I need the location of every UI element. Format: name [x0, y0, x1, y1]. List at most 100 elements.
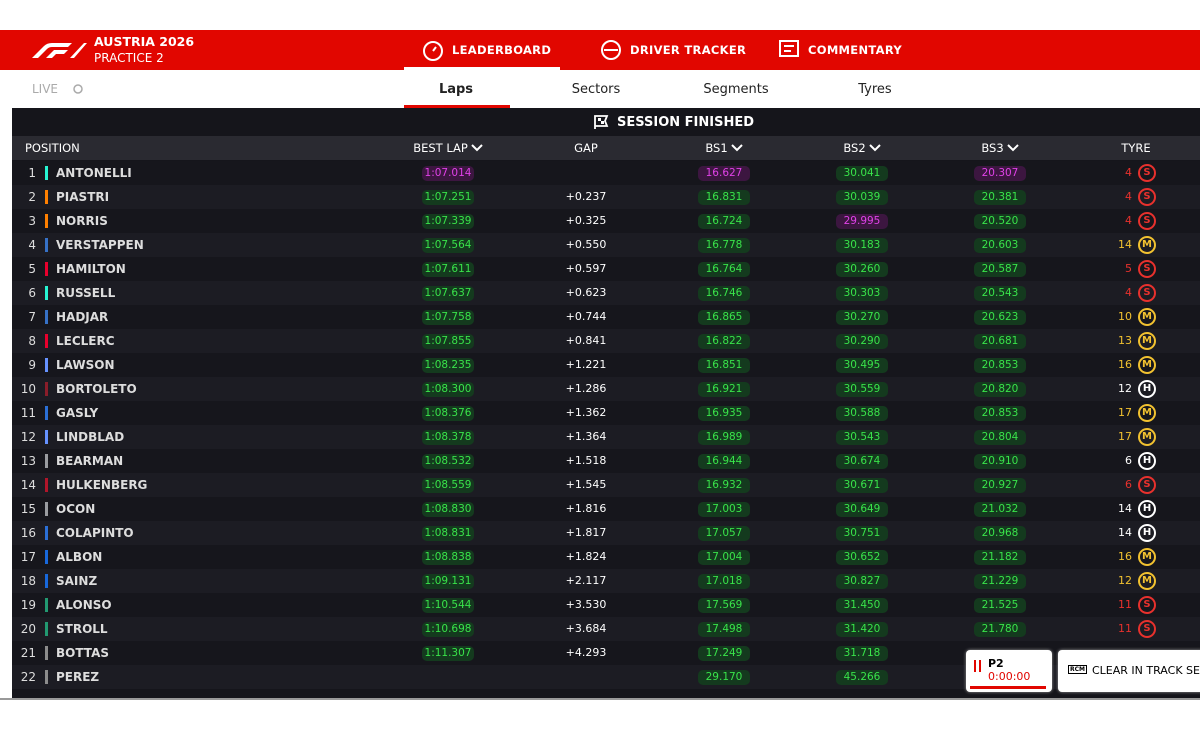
- best-lap: 1:08.838: [422, 549, 474, 565]
- column-header[interactable]: BEST LAP: [388, 136, 508, 160]
- bottom-edge: [0, 698, 1200, 700]
- tab[interactable]: LEADERBOARD: [452, 43, 552, 57]
- tyre-laps: 4: [1125, 286, 1132, 299]
- bs2: 30.751: [836, 525, 888, 541]
- table-row[interactable]: 13 BEARMAN 1:08.532 +1.518 16.944 30.674 20.91…: [12, 449, 1200, 473]
- bs3: 20.587: [974, 261, 1026, 277]
- bs2: 30.260: [836, 261, 888, 277]
- bs2: 30.041: [836, 165, 888, 181]
- driver-name: COLAPINTO: [56, 526, 134, 540]
- gap: +0.597: [565, 262, 607, 275]
- bs1: 16.989: [698, 429, 750, 445]
- table-row[interactable]: 20 STROLL 1:10.698 +3.684 17.498 31.420 21.780…: [12, 617, 1200, 641]
- team-color: [45, 454, 48, 468]
- race-control-card[interactable]: RCM CLEAR IN TRACK SECTOR: [1058, 650, 1200, 692]
- position: 5: [28, 262, 36, 276]
- active-indicator: [404, 67, 560, 70]
- gap: +2.117: [565, 574, 607, 587]
- sub-tab[interactable]: Sectors: [571, 82, 621, 97]
- driver-name: RUSSELL: [56, 286, 116, 300]
- tyre-laps: 4: [1125, 190, 1132, 203]
- table-row[interactable]: 12 LINDBLAD 1:08.378 +1.364 16.989 30.543 20.8…: [12, 425, 1200, 449]
- gap: +0.841: [565, 334, 607, 347]
- best-lap: 1:10.544: [422, 597, 474, 613]
- driver-name: BEARMAN: [56, 454, 124, 468]
- gap: +4.293: [565, 646, 607, 659]
- flag-icon: [594, 115, 609, 129]
- bs2: 30.543: [836, 429, 888, 445]
- column-header[interactable]: BS3: [940, 136, 1060, 160]
- best-lap: 1:08.378: [422, 429, 474, 445]
- table-row[interactable]: 16 COLAPINTO 1:08.831 +1.817 17.057 30.751 20.…: [12, 521, 1200, 545]
- table-row[interactable]: 2 PIASTRI 1:07.251 +0.237 16.831 30.039 20.381…: [12, 185, 1200, 209]
- table-row[interactable]: 19 ALONSO 1:10.544 +3.530 17.569 31.450 21.525…: [12, 593, 1200, 617]
- tyre-laps: 14: [1118, 526, 1132, 539]
- table-row[interactable]: 14 HULKENBERG 1:08.559 +1.545 16.932 30.671 20…: [12, 473, 1200, 497]
- table-row[interactable]: 10 BORTOLETO 1:08.300 +1.286 16.921 30.559 20.…: [12, 377, 1200, 401]
- team-color: [45, 382, 48, 396]
- best-lap: 1:10.698: [422, 621, 474, 637]
- team-color: [45, 502, 48, 516]
- best-lap: 1:07.014: [422, 165, 474, 181]
- tyre-compound: M: [1138, 332, 1156, 350]
- event-title: AUSTRIA 2026: [94, 34, 195, 49]
- column-header: TYRE: [1121, 141, 1151, 155]
- position: 8: [28, 334, 36, 348]
- session-clock-card[interactable]: P2 0:00:00: [966, 650, 1052, 692]
- session-code: P2: [988, 657, 1004, 670]
- table-row[interactable]: 1 ANTONELLI 1:07.014 16.627 30.041 20.307 4 S: [12, 161, 1200, 185]
- tyre-compound: S: [1138, 476, 1156, 494]
- best-lap: 1:08.831: [422, 525, 474, 541]
- table-row[interactable]: 3 NORRIS 1:07.339 +0.325 16.724 29.995 20.520 4…: [12, 209, 1200, 233]
- gap: +0.744: [565, 310, 607, 323]
- sub-tab[interactable]: Laps: [438, 82, 474, 97]
- table-row[interactable]: 11 GASLY 1:08.376 +1.362 16.935 30.588 20.853 1…: [12, 401, 1200, 425]
- team-color: [45, 214, 48, 228]
- tyre-laps: 16: [1118, 358, 1132, 371]
- bs3: 21.229: [974, 573, 1026, 589]
- team-color: [45, 670, 48, 684]
- tyre-compound: M: [1138, 356, 1156, 374]
- position: 4: [28, 238, 36, 252]
- team-color: [45, 550, 48, 564]
- table-row[interactable]: 9 LAWSON 1:08.235 +1.221 16.851 30.495 20.853 1…: [12, 353, 1200, 377]
- tyre-laps: 17: [1118, 430, 1132, 443]
- table-row[interactable]: 18 SAINZ 1:09.131 +2.117 17.018 30.827 21.229 1…: [12, 569, 1200, 593]
- position: 16: [20, 526, 36, 540]
- bs2: 30.674: [836, 453, 888, 469]
- sub-nav: LIVE Laps Sectors Segments Tyres: [0, 70, 1200, 108]
- bs1: 16.724: [698, 213, 750, 229]
- bs3: 20.968: [974, 525, 1026, 541]
- table-row[interactable]: 17 ALBON 1:08.838 +1.824 17.004 30.652 21.182 1…: [12, 545, 1200, 569]
- table-row[interactable]: 15 OCON 1:08.830 +1.816 17.003 30.649 21.032 14…: [12, 497, 1200, 521]
- commentary-icon: [779, 40, 799, 57]
- table-row[interactable]: 5 HAMILTON 1:07.611 +0.597 16.764 30.260 20.58…: [12, 257, 1200, 281]
- table-row[interactable]: 4 VERSTAPPEN 1:07.564 +0.550 16.778 30.183 20.…: [12, 233, 1200, 257]
- table-row[interactable]: 6 RUSSELL 1:07.637 +0.623 16.746 30.303 20.543…: [12, 281, 1200, 305]
- column-header[interactable]: BS2: [802, 136, 922, 160]
- team-color: [45, 238, 48, 252]
- bs2: 30.303: [836, 285, 888, 301]
- table-row[interactable]: 8 LECLERC 1:07.855 +0.841 16.822 30.290 20.681…: [12, 329, 1200, 353]
- column-header[interactable]: BS1: [664, 136, 784, 160]
- position: 10: [20, 382, 36, 396]
- tab[interactable]: DRIVER TRACKER: [630, 43, 747, 57]
- bs2: 45.266: [836, 669, 888, 685]
- live-icon: [73, 84, 83, 94]
- best-lap: 1:07.637: [422, 285, 474, 301]
- table-row[interactable]: 7 HADJAR 1:07.758 +0.744 16.865 30.270 20.623 1…: [12, 305, 1200, 329]
- best-lap: 1:09.131: [422, 573, 474, 589]
- bs3: 20.603: [974, 237, 1026, 253]
- team-color: [45, 286, 48, 300]
- sub-tab[interactable]: Segments: [703, 82, 769, 97]
- tyre-laps: 4: [1125, 166, 1132, 179]
- tab[interactable]: COMMENTARY: [808, 43, 902, 57]
- best-lap: 1:07.855: [422, 333, 474, 349]
- position: 7: [28, 310, 36, 324]
- sub-tab[interactable]: Tyres: [858, 82, 892, 97]
- gap: +1.817: [565, 526, 607, 539]
- driver-name: GASLY: [56, 406, 99, 420]
- bs3: 20.543: [974, 285, 1026, 301]
- bs2: 30.827: [836, 573, 888, 589]
